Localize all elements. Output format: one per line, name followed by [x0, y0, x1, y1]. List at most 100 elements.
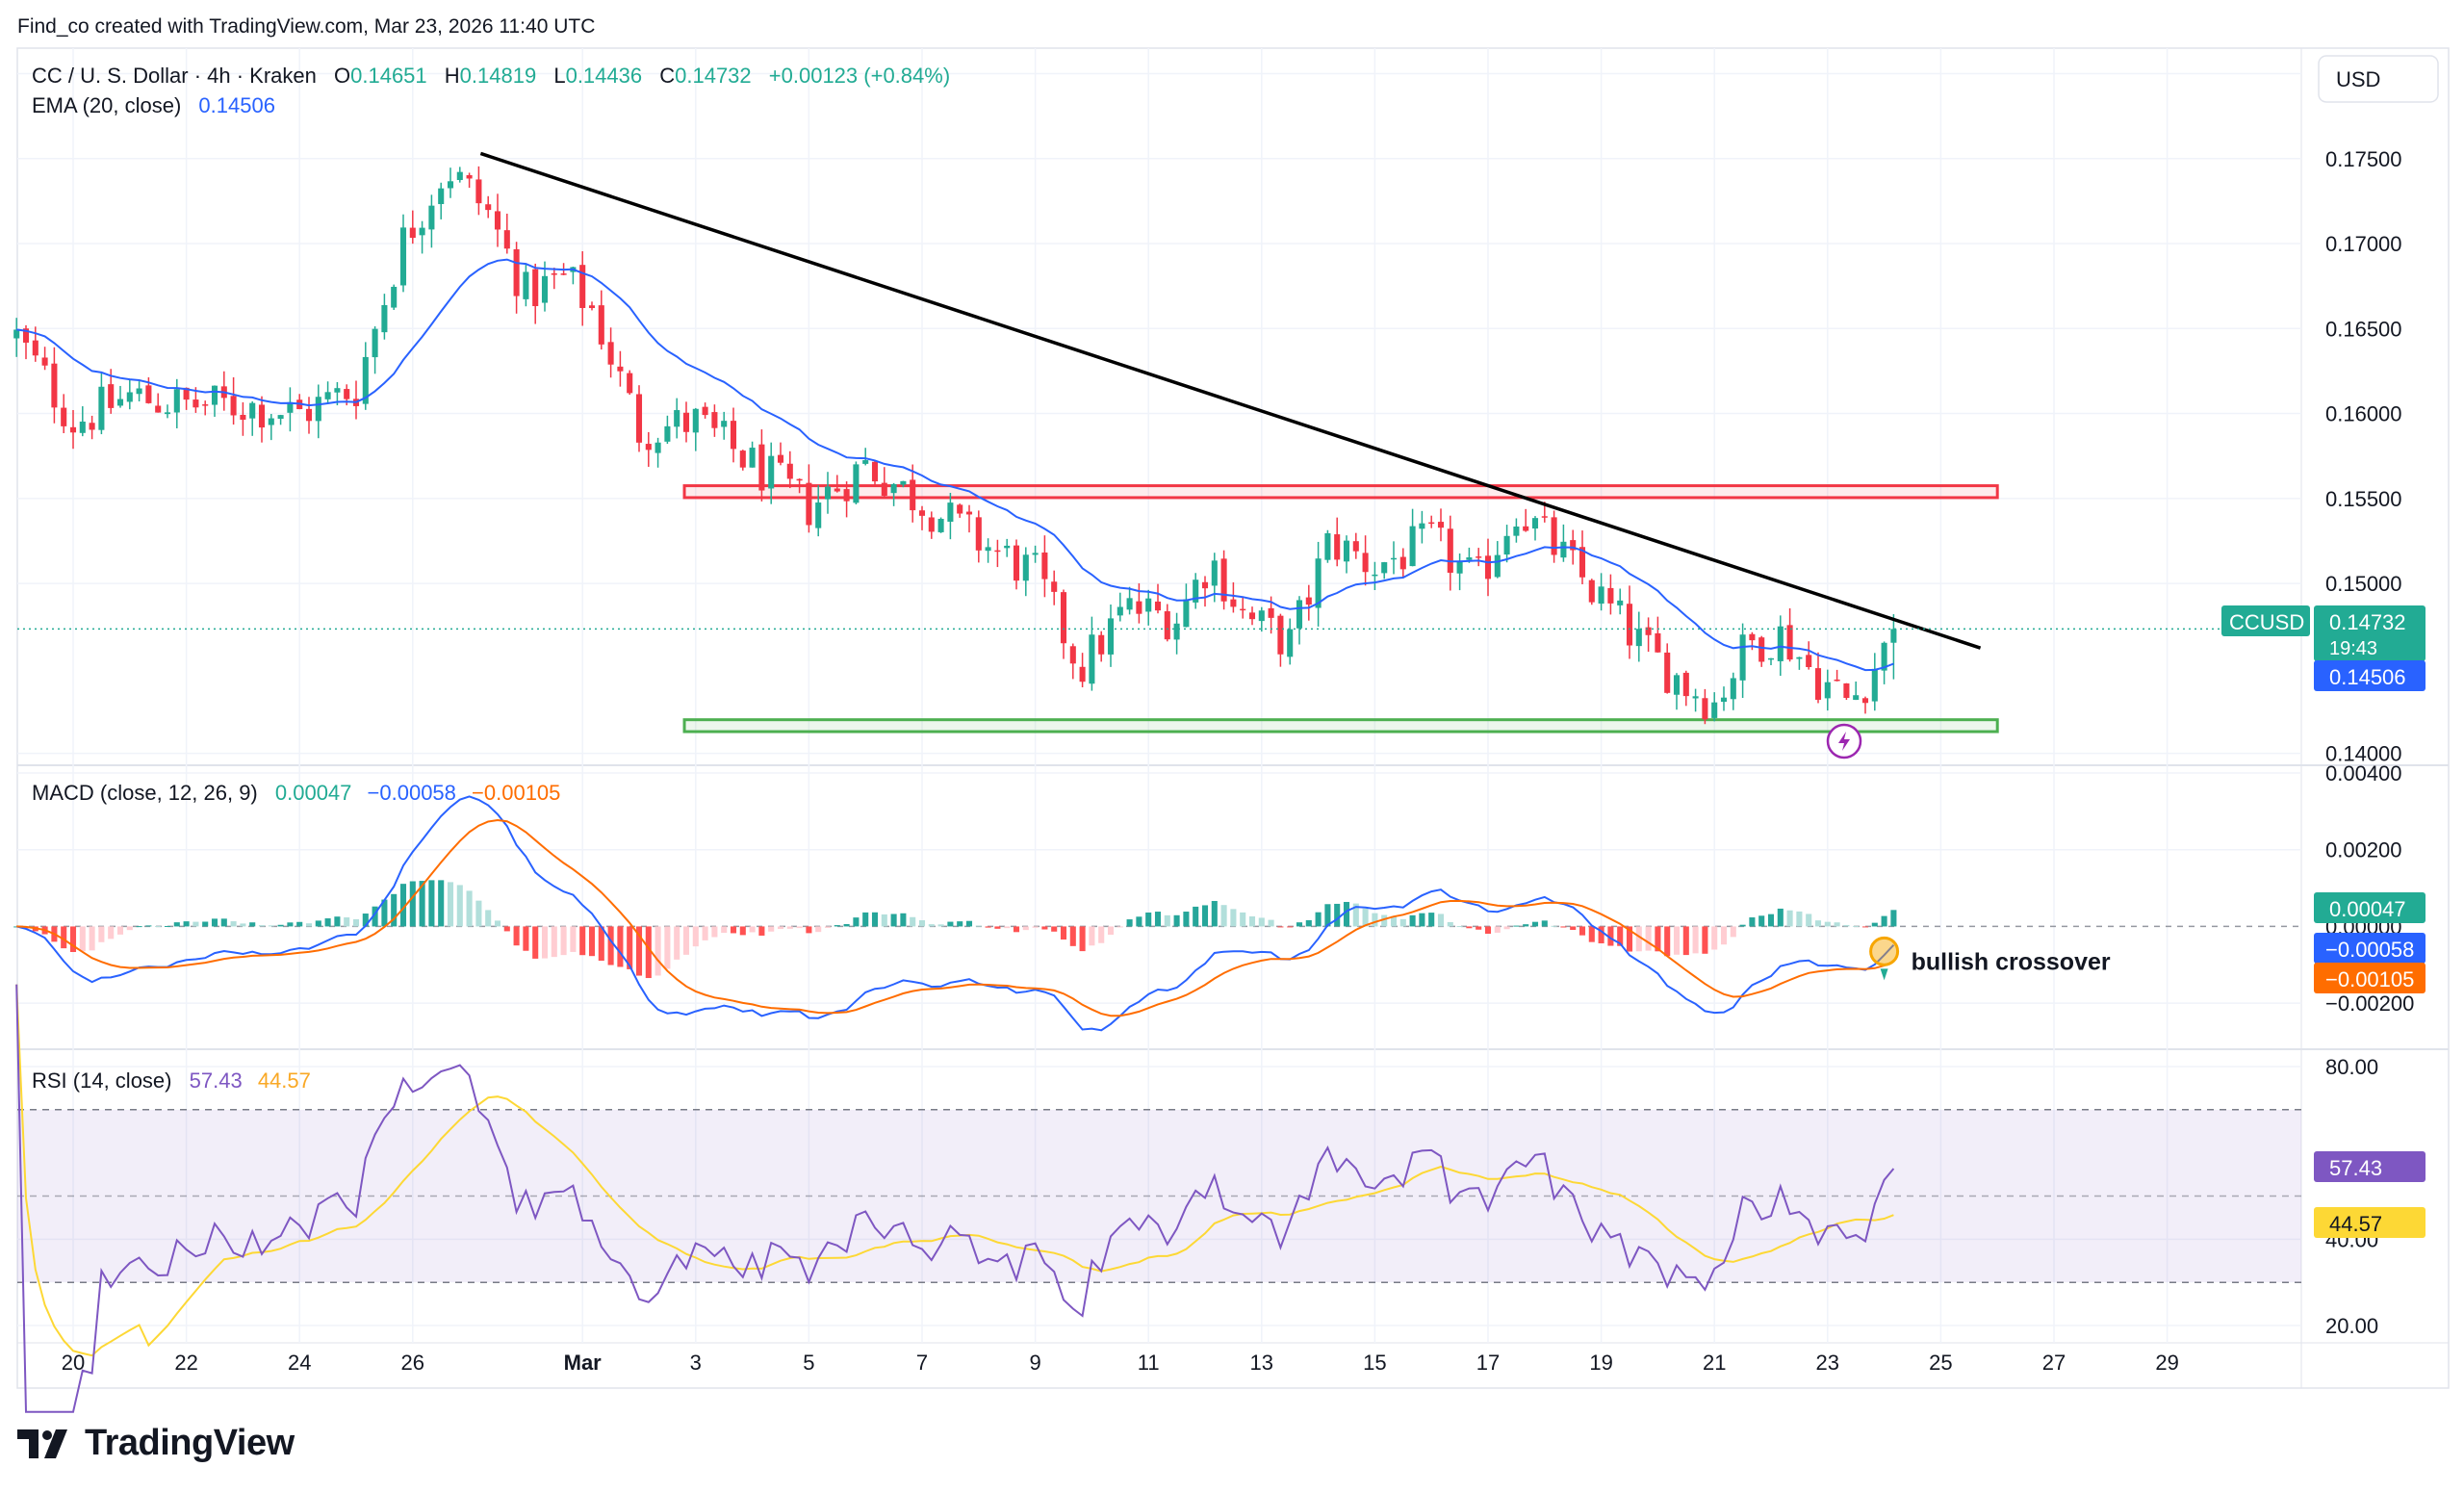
candle [183, 387, 190, 410]
trendline[interactable] [479, 151, 1982, 650]
candle [1116, 592, 1123, 622]
candle [1022, 547, 1029, 597]
macd-histogram-bar [654, 926, 661, 976]
svg-text:EMA (20, close) 0.14506: EMA (20, close) 0.14506 [32, 93, 275, 117]
candle [1578, 530, 1586, 584]
macd-histogram-bar [862, 912, 869, 927]
candle [664, 415, 671, 445]
macd-legend: MACD (close, 12, 26, 9) 0.00047 −0.00058… [32, 781, 560, 805]
macd-histogram-bar [1541, 920, 1548, 927]
macd-histogram-bar [806, 926, 812, 934]
macd-histogram-bar [1136, 916, 1142, 927]
support-zone[interactable] [682, 718, 1999, 734]
candle [1334, 517, 1341, 567]
svg-text:0.00047: 0.00047 [2329, 897, 2406, 921]
candle [1060, 589, 1067, 659]
rsi-legend: RSI (14, close) 57.43 44.57 [32, 1068, 311, 1093]
candle [1758, 635, 1765, 667]
candle [730, 407, 737, 463]
macd-histogram-bar [994, 926, 1001, 929]
symbol-tag: CCUSD [2221, 605, 2310, 636]
macd-histogram-bar [494, 920, 501, 927]
rsi-tick-label: 80.00 [2325, 1055, 2378, 1079]
currency-button[interactable]: USD [2318, 55, 2439, 103]
time-axis[interactable]: 20 22 24 26 Mar 3 5 7 9 11 13 15 17 19 21 23 25 27 29 [62, 1351, 2179, 1375]
candle [1767, 657, 1775, 666]
candle [523, 264, 529, 307]
macd-histogram-bar [1240, 912, 1246, 927]
time-tick-label: 17 [1476, 1351, 1500, 1375]
macd-histogram-bar [61, 926, 67, 949]
macd-histogram-bar [277, 924, 284, 927]
candle [1201, 576, 1209, 607]
macd-histogram-bar [1871, 922, 1878, 927]
ema-value-tag: 0.14506 [2314, 660, 2426, 691]
candle [627, 370, 633, 396]
macd-histogram-bar [362, 914, 369, 927]
candle [1277, 613, 1284, 667]
tradingview-logo[interactable]: TradingView [17, 1423, 295, 1464]
macd-histogram-bar [721, 926, 728, 934]
macd-histogram-bar [588, 926, 596, 957]
macd-hist-tag: 0.00047 [2314, 892, 2426, 923]
signal-line [16, 818, 1894, 1017]
candle [1248, 606, 1256, 626]
price-axis[interactable]: 0.180000.175000.170000.165000.160000.155… [2325, 62, 2402, 765]
candle [1098, 631, 1105, 662]
candle [1664, 643, 1671, 694]
candle [305, 397, 313, 434]
candle [588, 301, 596, 311]
macd-histogram-bar [824, 926, 832, 928]
macd-histogram-bar [202, 921, 209, 927]
macd-histogram-bar [682, 926, 690, 955]
candle [503, 213, 510, 254]
candle [1588, 579, 1595, 605]
candle [1853, 682, 1860, 701]
price-tick-label: 0.17500 [2325, 147, 2402, 171]
macd-histogram-bar [1126, 919, 1133, 927]
resistance-zone[interactable] [682, 484, 1999, 500]
macd-histogram-bar [211, 918, 218, 927]
candle [937, 517, 944, 533]
candle [1258, 606, 1265, 632]
rsi-axis[interactable]: 80.0040.0020.00 [2325, 1055, 2378, 1338]
candle [391, 284, 398, 310]
macd-histogram-bar [155, 925, 162, 927]
candle [1890, 614, 1897, 680]
candle [1409, 508, 1416, 567]
macd-histogram-bar [1466, 926, 1473, 929]
macd-histogram-bar [1796, 911, 1803, 927]
macd-histogram-bar [485, 910, 492, 927]
macd-histogram-bar [1419, 913, 1425, 927]
rsi-tick-label: 20.00 [2325, 1314, 2378, 1338]
macd-histogram-bar [617, 926, 624, 967]
candle [598, 290, 604, 350]
candle [419, 220, 425, 254]
ema-line [16, 258, 1894, 672]
candle [1692, 688, 1699, 712]
macd-histogram-bar [1578, 926, 1586, 936]
candle [1513, 518, 1520, 543]
candle [654, 437, 661, 468]
macd-histogram-bar [466, 890, 473, 927]
macd-histogram-bar [1598, 926, 1604, 943]
candle [806, 464, 812, 533]
macd-histogram-bar [287, 922, 294, 927]
macd-histogram-bar [786, 926, 793, 929]
macd-histogram-bar [1503, 926, 1510, 930]
candle [881, 467, 887, 499]
macd-histogram-bar [730, 926, 737, 934]
candle [79, 406, 86, 437]
lightning-alert-icon[interactable] [1826, 723, 1862, 759]
macd-histogram-bar [315, 920, 321, 927]
time-tick-label: 13 [1250, 1351, 1273, 1375]
candle [438, 182, 445, 219]
macd-histogram-bar [1145, 912, 1152, 927]
candle [824, 472, 832, 514]
macd-histogram-bar [910, 916, 916, 927]
candle [1051, 570, 1058, 605]
candle [975, 510, 982, 563]
macd-histogram-bar [230, 921, 237, 927]
candle [136, 381, 142, 402]
candle [721, 411, 728, 440]
